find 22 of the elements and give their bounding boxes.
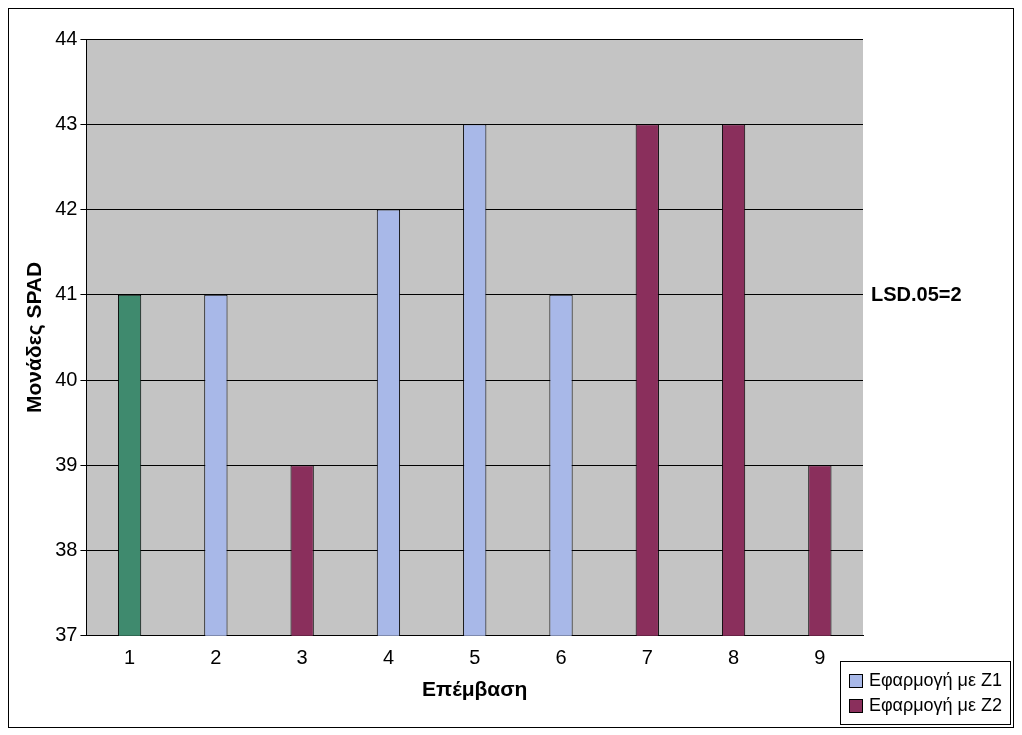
y-tick-label: 38 — [55, 538, 78, 561]
x-tick-label: 9 — [814, 646, 826, 669]
text: LSD.05=2 — [871, 283, 962, 306]
x-tick-label: 5 — [469, 646, 481, 669]
x-tick-label: 6 — [555, 646, 567, 669]
legend-label: Εφαρμογή με Z2 — [868, 695, 1002, 716]
x-tick-label: 8 — [728, 646, 740, 669]
y-axis-title: Μονάδες SPAD — [22, 261, 47, 413]
x-tick-label: 4 — [382, 646, 394, 669]
x-tick-label: 3 — [296, 646, 308, 669]
legend-label: Εφαρμογή με Z1 — [868, 670, 1002, 691]
x-axis-title: Επέμβαση — [422, 677, 528, 701]
y-tick-label: 42 — [55, 197, 78, 220]
x-tick-label: 7 — [641, 646, 653, 669]
y-tick-label: 40 — [55, 367, 78, 390]
y-tick-label: 39 — [55, 452, 78, 475]
x-tick-label: 2 — [210, 646, 222, 669]
y-tick-label: 44 — [55, 26, 78, 49]
y-tick-label: 37 — [55, 623, 78, 646]
y-tick-label: 43 — [55, 111, 78, 134]
x-tick-label: 1 — [124, 646, 136, 669]
y-tick-label: 41 — [55, 282, 78, 305]
